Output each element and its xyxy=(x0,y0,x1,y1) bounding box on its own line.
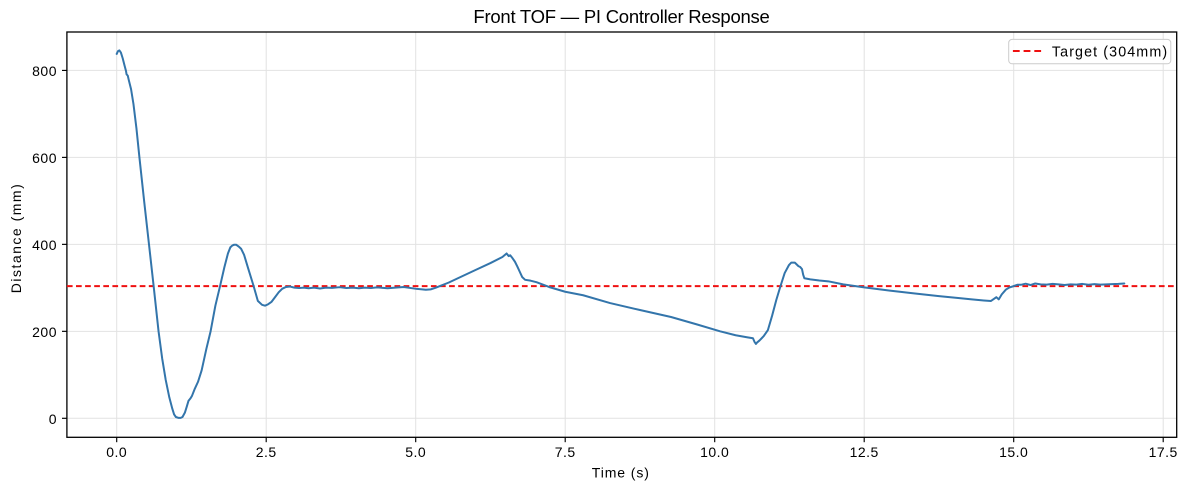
svg-text:400: 400 xyxy=(32,237,57,253)
svg-text:0: 0 xyxy=(49,411,57,427)
svg-text:5.0: 5.0 xyxy=(405,444,426,460)
svg-text:15.0: 15.0 xyxy=(999,444,1028,460)
svg-text:Target (304mm): Target (304mm) xyxy=(1052,45,1168,61)
svg-text:12.5: 12.5 xyxy=(850,444,879,460)
svg-text:0.0: 0.0 xyxy=(106,444,127,460)
svg-text:Distance (mm): Distance (mm) xyxy=(8,183,24,294)
svg-text:600: 600 xyxy=(32,150,57,166)
svg-text:Time (s): Time (s) xyxy=(592,465,650,481)
svg-text:10.0: 10.0 xyxy=(700,444,729,460)
svg-text:800: 800 xyxy=(32,63,57,79)
svg-text:200: 200 xyxy=(32,324,57,340)
svg-text:2.5: 2.5 xyxy=(256,444,277,460)
svg-text:7.5: 7.5 xyxy=(555,444,576,460)
svg-text:17.5: 17.5 xyxy=(1149,444,1178,460)
svg-text:Front TOF — PI Controller Resp: Front TOF — PI Controller Response xyxy=(473,6,769,27)
